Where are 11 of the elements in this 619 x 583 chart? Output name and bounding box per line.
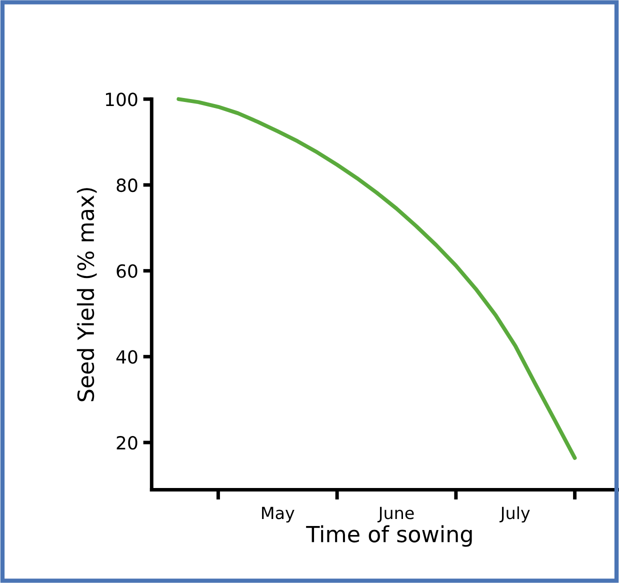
x-tick-label: June: [377, 506, 414, 522]
y-tick-label: 40: [116, 350, 138, 364]
y-tick-label: 60: [116, 264, 138, 278]
y-axis-title: Seed Yield (% max): [76, 188, 97, 402]
x-tick-label: May: [262, 506, 294, 523]
x-tick-label: July: [500, 506, 530, 523]
y-tick-label: 100: [106, 92, 138, 106]
y-tick-label: 80: [116, 178, 138, 192]
line-series: [176, 97, 577, 460]
y-tick-label: 20: [116, 436, 138, 450]
x-axis-title: Time of sowing: [306, 525, 472, 547]
